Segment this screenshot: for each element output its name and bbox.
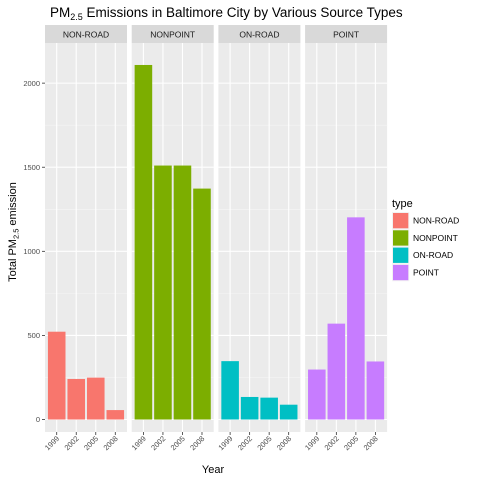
y-axis-title-main: Total PM — [7, 239, 19, 282]
facet-strip — [131, 25, 214, 43]
bar-point-2002 — [327, 323, 346, 420]
x-tick-label: 2005 — [169, 434, 187, 452]
x-tick-label: 2002 — [62, 434, 80, 452]
x-tick-label: 2002 — [149, 434, 167, 452]
facet-strip-label: NON-ROAD — [63, 30, 109, 40]
bar-on-road-2002 — [240, 396, 259, 420]
chart-title: PM2.5 Emissions in Baltimore City by Var… — [50, 5, 403, 22]
y-axis: 0 500 1000 1500 2000 — [23, 79, 45, 424]
bar-on-road-1999 — [221, 361, 239, 420]
y-tick-label: 1500 — [23, 163, 40, 172]
legend: type NON-ROAD NONPOINT ON-ROAD POINT — [392, 198, 459, 282]
facet-strip — [218, 25, 301, 43]
y-tick-label: 2000 — [23, 79, 40, 88]
bar-nonpoint-1999 — [134, 64, 153, 420]
facet-on-road: ON-ROAD 1999 2002 2005 2008 — [216, 25, 301, 452]
x-tick-label: 2005 — [255, 434, 273, 452]
bar-nonpoint-2005 — [173, 165, 192, 420]
legend-swatch — [393, 230, 409, 246]
legend-swatch — [393, 247, 409, 263]
x-tick-label: 2008 — [275, 434, 293, 452]
x-tick-label: 1999 — [130, 434, 148, 452]
facet-non-road: NON-ROAD 1999 2002 2005 2008 — [43, 25, 127, 452]
bar-non-road-2005 — [86, 377, 105, 420]
facet-nonpoint: NONPOINT 1999 2002 2005 2008 — [130, 25, 214, 452]
x-tick-label: 2008 — [362, 434, 380, 452]
x-tick-label: 1999 — [216, 434, 234, 452]
bar-point-2005 — [347, 217, 365, 420]
x-tick-label: 1999 — [303, 434, 321, 452]
bar-nonpoint-2002 — [154, 165, 172, 420]
y-tick-label: 1000 — [23, 247, 40, 256]
chart-title-subscript: 2.5 — [70, 12, 83, 22]
legend-swatch — [393, 264, 409, 281]
legend-label: POINT — [413, 267, 439, 277]
y-axis-title: Total PM2.5 emission — [7, 182, 21, 282]
legend-label: NONPOINT — [413, 233, 458, 243]
bar-on-road-2005 — [260, 397, 278, 420]
x-tick-label: 2008 — [188, 434, 206, 452]
facet-point: POINT 1999 2002 2005 2008 — [303, 25, 388, 452]
chart-title-main: PM — [50, 5, 70, 20]
x-tick-label: 2002 — [236, 434, 254, 452]
bar-point-2008 — [366, 361, 385, 420]
facet-strip-label: ON-ROAD — [239, 30, 279, 40]
facet-strip-label: POINT — [333, 30, 359, 40]
x-tick-label: 1999 — [43, 434, 61, 452]
legend-label: ON-ROAD — [413, 250, 453, 260]
facet-strip — [305, 25, 388, 43]
chart-title-rest: Emissions in Baltimore City by Various S… — [83, 5, 403, 20]
y-tick-label: 0 — [36, 415, 40, 424]
bar-non-road-2002 — [67, 378, 86, 420]
facet-strip-label: NONPOINT — [150, 30, 195, 40]
x-axis-title: Year — [202, 464, 225, 476]
bar-non-road-1999 — [47, 331, 66, 420]
bar-non-road-2008 — [106, 410, 125, 420]
x-tick-label: 2005 — [82, 434, 100, 452]
y-tick-label: 500 — [27, 331, 40, 340]
x-tick-label: 2008 — [102, 434, 120, 452]
x-tick-label: 2002 — [323, 434, 341, 452]
legend-label: NON-ROAD — [413, 216, 459, 226]
legend-swatch — [393, 213, 409, 229]
bar-point-1999 — [308, 369, 326, 420]
y-axis-title-rest: emission — [7, 182, 19, 228]
bar-on-road-2008 — [279, 404, 298, 420]
y-axis-title-subscript: 2.5 — [12, 229, 21, 239]
x-tick-label: 2005 — [342, 434, 360, 452]
legend-title: type — [392, 198, 413, 210]
bar-nonpoint-2008 — [193, 188, 211, 420]
facet-strip — [45, 25, 127, 43]
